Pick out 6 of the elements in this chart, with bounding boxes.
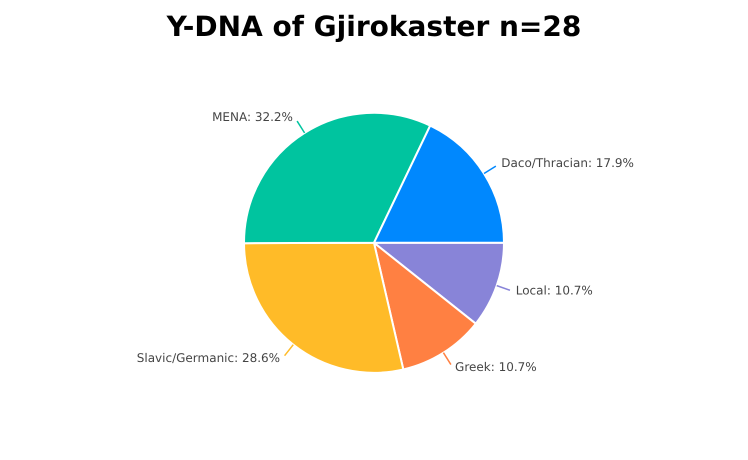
- chart-title: Y-DNA of Gjirokaster n=28: [166, 10, 582, 44]
- slice-label: Slavic/Germanic: 28.6%: [136, 350, 280, 365]
- slice-label: MENA: 32.2%: [212, 110, 293, 124]
- slice-label: Daco/Thracian: 17.9%: [501, 156, 634, 170]
- slice-label: Greek: 10.7%: [455, 360, 537, 374]
- slice-label: Local: 10.7%: [516, 284, 593, 298]
